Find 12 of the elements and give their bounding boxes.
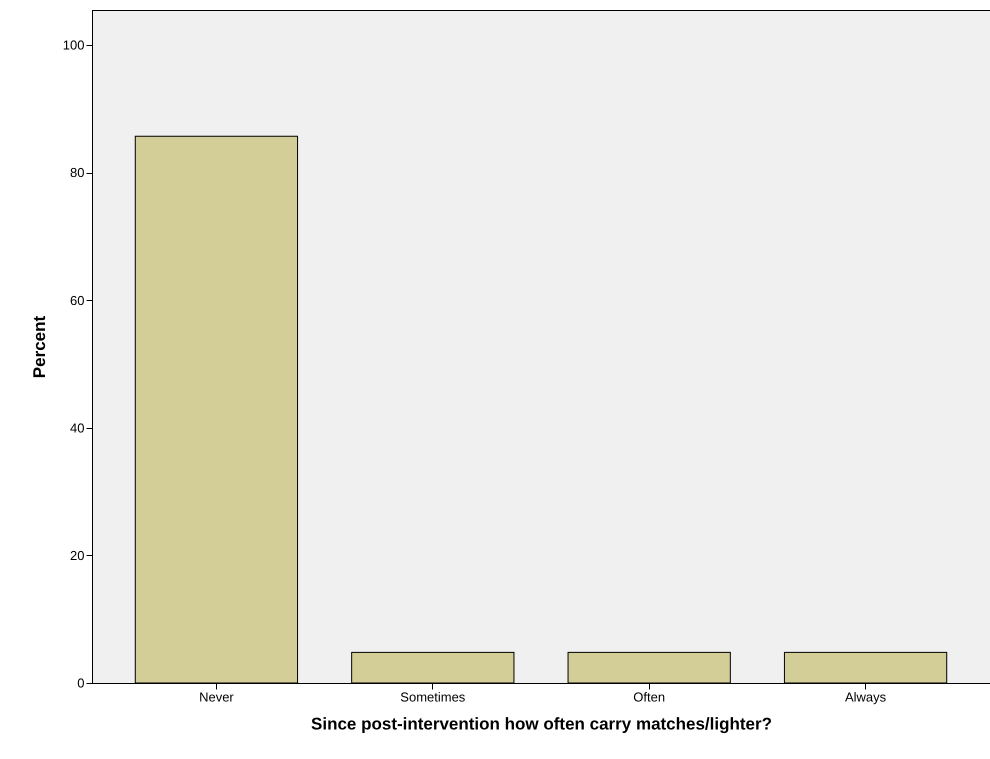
x-axis-title: Since post-intervention how often carry matches/lighter? <box>311 714 772 734</box>
x-tick-label: Always <box>844 690 887 704</box>
y-tick-label: 20 <box>70 548 84 563</box>
y-tick-label: 100 <box>62 38 84 53</box>
x-tick-label: Sometimes <box>400 690 466 704</box>
y-axis-title: Percent <box>30 315 49 378</box>
y-tick-label: 40 <box>70 420 84 436</box>
y-tick-label: 60 <box>70 292 84 308</box>
y-tick-label: 0 <box>77 676 84 690</box>
y-tick-label: 80 <box>70 165 84 180</box>
x-tick-label: Never <box>199 690 234 704</box>
x-tick-label: Often <box>633 690 666 704</box>
